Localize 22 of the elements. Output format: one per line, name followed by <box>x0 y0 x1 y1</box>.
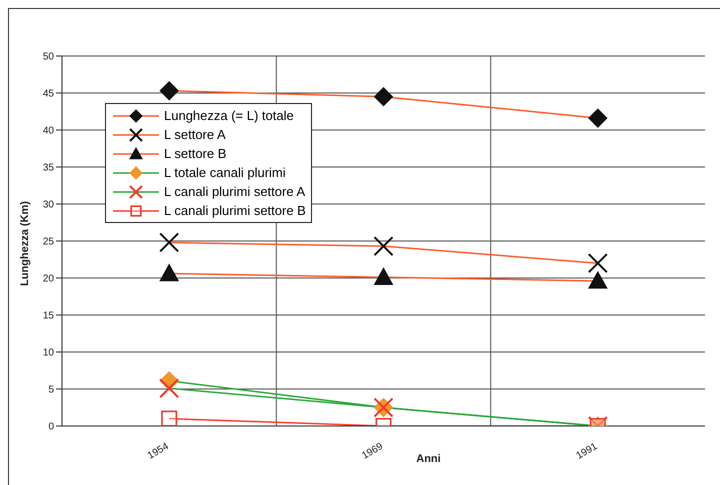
x-tick-label: 1954 <box>146 440 172 462</box>
y-tick-label: 50 <box>42 52 54 63</box>
y-tick-label: 20 <box>42 274 54 285</box>
y-tick-label: 30 <box>42 200 54 211</box>
legend-label: L settore A <box>164 127 226 142</box>
y-tick-label: 35 <box>42 162 54 174</box>
y-axis-title: Lunghezza (Km) <box>18 200 31 286</box>
y-tick-label: 25 <box>42 236 54 248</box>
legend-label: L canali plurimi settore A <box>164 184 306 199</box>
x-tick-label: 1969 <box>360 440 386 462</box>
legend-label: L totale canali plurimi <box>164 165 286 180</box>
y-tick-label: 5 <box>48 384 54 396</box>
legend-label: Lunghezza (= L) totale <box>164 108 294 123</box>
y-tick-label: 45 <box>42 88 54 100</box>
legend-label: L canali plurimi settore B <box>164 203 306 218</box>
y-tick-label: 0 <box>48 422 54 433</box>
y-tick-label: 40 <box>42 126 54 137</box>
x-axis-title: Anni <box>416 453 441 465</box>
y-tick-label: 10 <box>42 348 54 359</box>
x-tick-label: 1991 <box>574 440 600 462</box>
legend-label: L settore B <box>164 146 226 161</box>
y-tick-label: 15 <box>42 310 54 322</box>
